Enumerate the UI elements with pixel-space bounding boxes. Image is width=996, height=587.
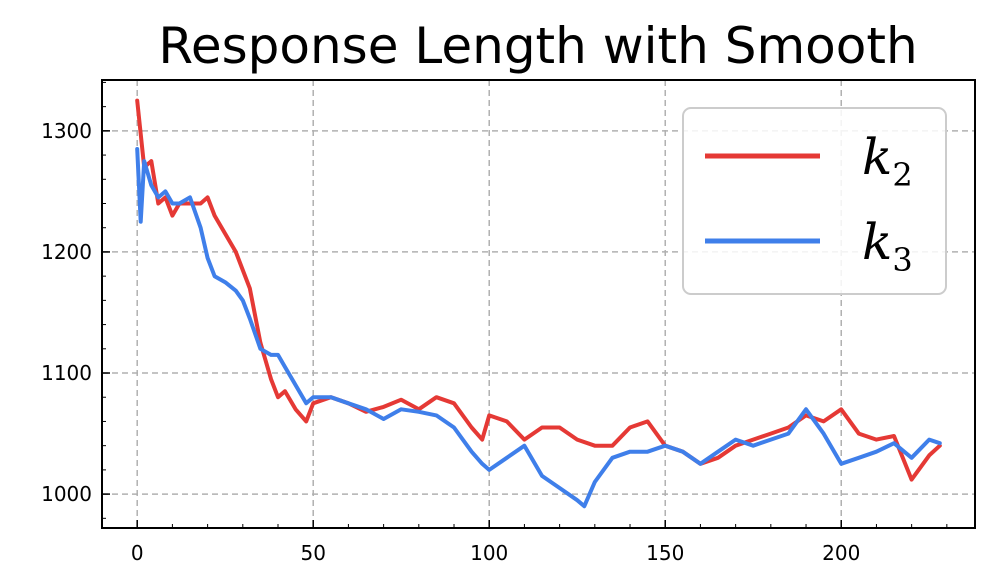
- y-tick-label: 1300: [41, 119, 92, 143]
- tick-layer: 0 50 100 150 200 1000 1100 1200 1300: [41, 81, 948, 565]
- y-tick-label: 1200: [41, 240, 92, 264]
- y-tick-label: 1000: [41, 482, 92, 506]
- plot-frame: [101, 79, 976, 529]
- x-tick-label: 0: [131, 541, 144, 565]
- x-tick-label: 200: [822, 541, 860, 565]
- legend-label-k3: k3: [862, 213, 913, 279]
- series-layer: [135, 98, 942, 509]
- legend-label-k2: k2: [862, 128, 913, 194]
- legend-label-k3-main: k: [862, 213, 892, 271]
- x-tick-label: 100: [470, 541, 508, 565]
- legend-label-k2-main: k: [862, 128, 892, 186]
- series-line-k3: [135, 147, 942, 509]
- legend-label-k3-sub: 3: [892, 241, 912, 279]
- chart-title: Response Length with Smooth: [158, 17, 917, 75]
- legend: k2 k3: [682, 107, 947, 295]
- series-line-k2: [135, 98, 942, 482]
- legend-label-k2-sub: 2: [892, 156, 912, 194]
- y-tick-label: 1100: [41, 361, 92, 385]
- x-tick-label: 50: [300, 541, 325, 565]
- x-tick-label: 150: [646, 541, 684, 565]
